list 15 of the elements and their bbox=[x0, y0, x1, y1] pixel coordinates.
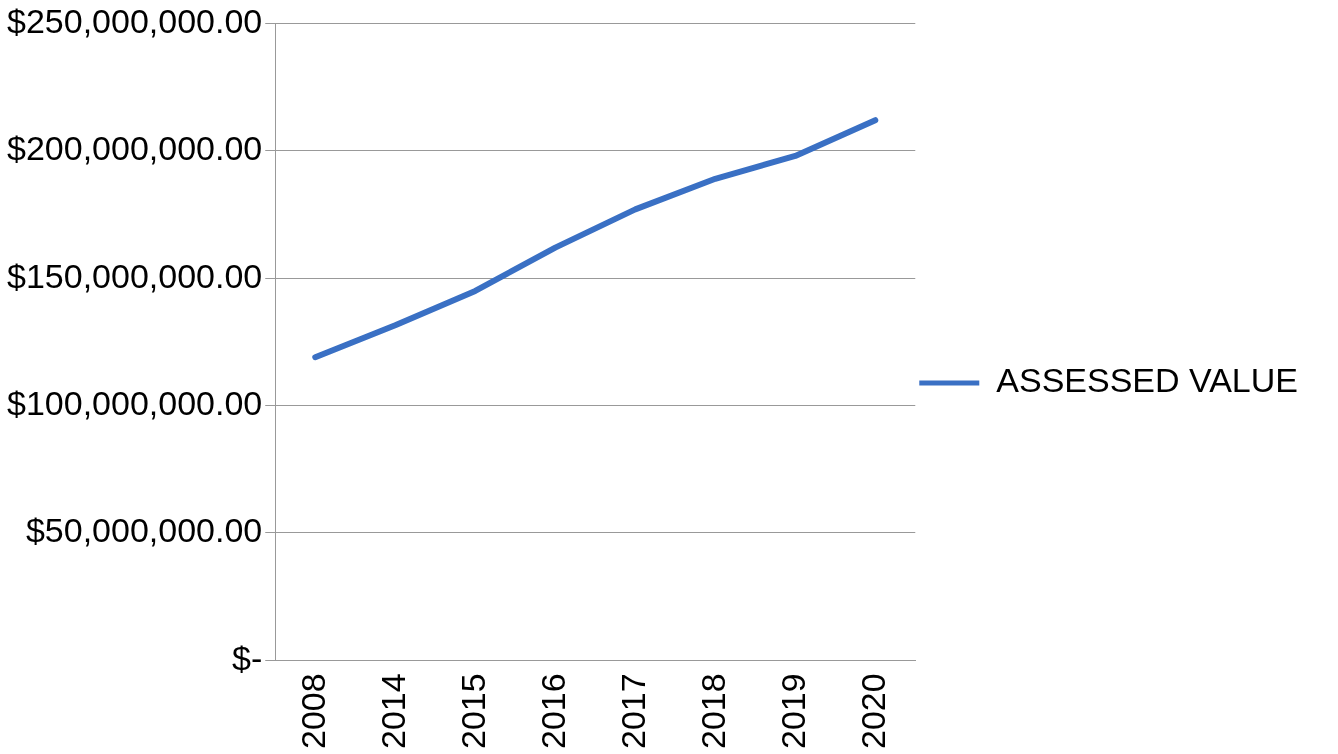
y-tick-label: $200,000,000.00 bbox=[7, 129, 263, 168]
x-tick-label: 2014 bbox=[373, 673, 412, 749]
x-tick-label: 2020 bbox=[853, 673, 892, 749]
x-tick-label: 2019 bbox=[773, 673, 812, 749]
x-tick-label: 2017 bbox=[613, 673, 652, 749]
y-tick-label: $150,000,000.00 bbox=[7, 256, 263, 295]
y-tick-label: $- bbox=[232, 638, 263, 677]
y-tick-label: $250,000,000.00 bbox=[7, 1, 263, 40]
x-tick-label: 2015 bbox=[453, 673, 492, 749]
y-tick-label: $100,000,000.00 bbox=[7, 383, 263, 422]
x-tick-label: 2008 bbox=[293, 673, 332, 749]
x-tick-label: 2016 bbox=[533, 673, 572, 749]
y-tick-label: $50,000,000.00 bbox=[25, 511, 263, 550]
x-tick-label: 2018 bbox=[693, 673, 732, 749]
legend-label: ASSESSED VALUE bbox=[996, 361, 1298, 400]
